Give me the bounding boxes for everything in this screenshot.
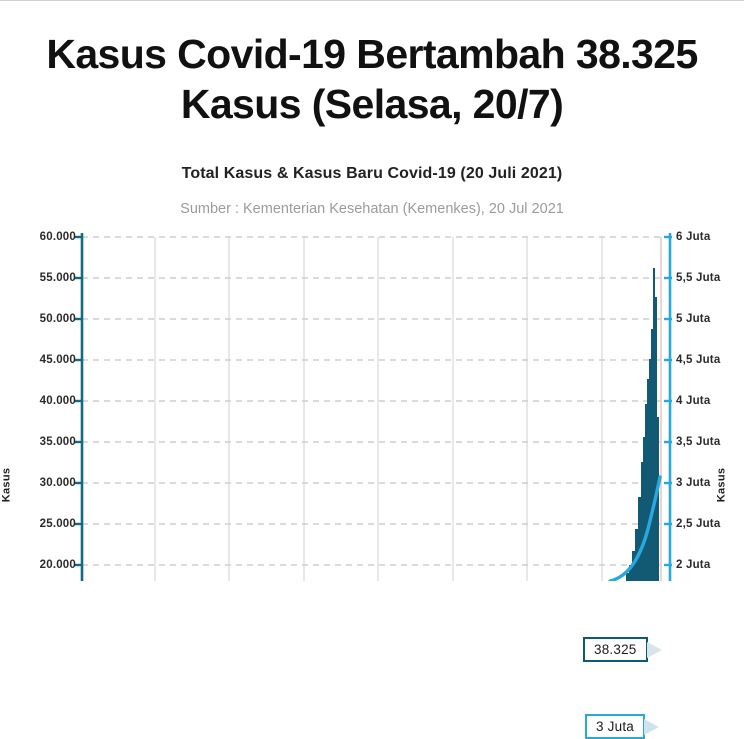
left-tick-4: 40.000 [39,395,76,407]
right-axis-ticks [664,235,672,567]
chart-plot [74,233,672,581]
callout-new-cases[interactable]: 38.325 [583,637,662,662]
callout-total-cases[interactable]: 3 Juta [585,714,659,739]
left-axis-ticks [74,235,82,567]
right-tick-7: 2,5 Juta [676,518,721,530]
chart-source: Sumber : Kementerian Kesehatan (Kemenkes… [180,201,564,217]
callout-total-cases-label: 3 Juta [596,719,634,734]
chart-title: Total Kasus & Kasus Baru Covid-19 (20 Ju… [181,165,563,182]
line-series-total-cases [608,475,662,581]
grid-vertical [154,237,603,581]
right-tick-5: 3,5 Juta [676,436,721,448]
left-tick-5: 35.000 [39,436,76,448]
grid-horizontal [82,236,662,566]
left-tick-8: 20.000 [39,559,76,571]
chart-container: 60.000 55.000 50.000 45.000 40.000 35.00… [0,229,744,739]
left-tick-1: 55.000 [39,272,76,284]
left-tick-7: 25.000 [39,518,76,530]
right-tick-0: 6 Juta [676,231,711,243]
left-tick-0: 60.000 [39,231,76,243]
right-tick-2: 5 Juta [676,313,711,325]
right-tick-3: 4,5 Juta [676,354,721,366]
left-tick-3: 45.000 [39,354,76,366]
right-tick-1: 5,5 Juta [676,272,721,284]
right-axis-title: Kasus [715,467,728,503]
right-tick-4: 4 Juta [676,395,711,407]
callout-pointer-icon [646,641,662,658]
right-tick-8: 2 Juta [676,559,711,571]
left-axis-title: Kasus [0,467,13,503]
bar-series-new-cases [626,268,659,581]
left-tick-2: 50.000 [39,313,76,325]
page-title: Kasus Covid-19 Bertambah 38.325 Kasus (S… [46,31,698,127]
callout-new-cases-label: 38.325 [594,642,637,657]
right-tick-6: 3 Juta [676,477,711,489]
callout-pointer-icon [643,718,659,735]
left-tick-6: 30.000 [39,477,76,489]
